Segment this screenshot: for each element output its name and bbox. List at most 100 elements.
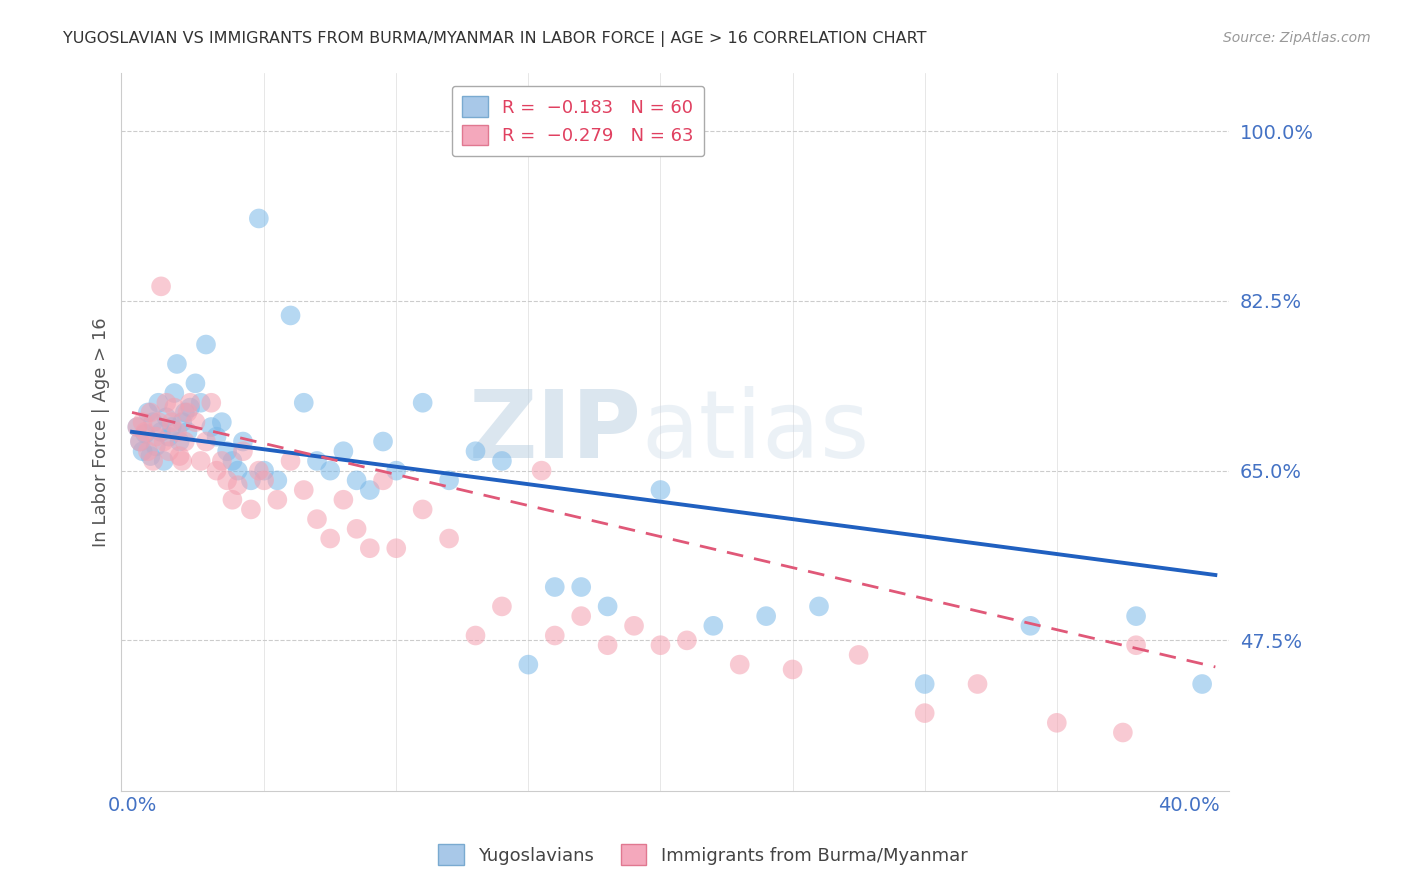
Point (129, 434, 152, 449)
Point (437, 532, 460, 546)
Point (176, 425, 198, 439)
Point (152, 454, 174, 468)
Point (166, 425, 188, 439)
Point (247, 464, 270, 478)
Point (172, 454, 194, 468)
Point (1046, 715, 1069, 730)
Point (145, 430, 167, 444)
Point (129, 434, 152, 449)
Point (305, 512, 328, 526)
Point (650, 638, 672, 652)
Point (169, 434, 191, 449)
Point (544, 628, 567, 642)
Point (596, 599, 619, 614)
Point (148, 396, 170, 410)
Point (966, 677, 988, 691)
Point (332, 444, 354, 458)
Text: YUGOSLAVIAN VS IMMIGRANTS FROM BURMA/MYANMAR IN LABOR FORCE | AGE > 16 CORRELATI: YUGOSLAVIAN VS IMMIGRANTS FROM BURMA/MYA… (63, 31, 927, 47)
Y-axis label: In Labor Force | Age > 16: In Labor Force | Age > 16 (93, 317, 110, 547)
Point (371, 473, 394, 487)
Point (205, 464, 228, 478)
Point (160, 420, 183, 434)
Point (211, 454, 233, 468)
Point (266, 492, 288, 507)
Point (1112, 725, 1135, 739)
Point (371, 434, 394, 449)
Point (226, 464, 249, 478)
Point (464, 444, 486, 458)
Point (157, 444, 180, 458)
Point (676, 633, 699, 648)
Point (1125, 609, 1147, 624)
Point (1125, 638, 1147, 652)
Point (491, 599, 513, 614)
Point (385, 541, 408, 556)
Point (179, 396, 201, 410)
Point (914, 706, 936, 720)
Point (755, 609, 778, 624)
Point (190, 396, 212, 410)
Legend: Yugoslavians, Immigrants from Burma/Myanmar: Yugoslavians, Immigrants from Burma/Myan… (432, 837, 974, 872)
Point (650, 483, 672, 497)
Point (150, 279, 173, 293)
Point (195, 337, 218, 351)
Point (346, 522, 368, 536)
Point (544, 580, 567, 594)
Text: Source: ZipAtlas.com: Source: ZipAtlas.com (1223, 31, 1371, 45)
Point (134, 425, 156, 439)
Point (280, 309, 302, 323)
Point (385, 464, 408, 478)
Point (1191, 677, 1213, 691)
Point (782, 663, 804, 677)
Point (127, 420, 149, 434)
Point (200, 420, 222, 434)
Point (139, 405, 162, 419)
Point (491, 454, 513, 468)
Point (437, 473, 460, 487)
Point (148, 415, 170, 429)
Point (163, 401, 186, 415)
Point (131, 444, 153, 458)
Point (184, 415, 207, 429)
Point (569, 580, 592, 594)
Point (226, 478, 249, 492)
Point (253, 473, 276, 487)
Point (145, 439, 167, 453)
Point (217, 444, 239, 458)
Point (232, 434, 254, 449)
Point (239, 502, 262, 516)
Point (157, 430, 180, 444)
Point (412, 502, 434, 516)
Point (217, 473, 239, 487)
Point (195, 434, 218, 449)
Point (190, 454, 212, 468)
Point (176, 405, 198, 419)
Point (173, 405, 195, 419)
Point (150, 425, 173, 439)
Point (200, 396, 222, 410)
Point (134, 426, 156, 441)
Point (173, 434, 195, 449)
Text: atias: atias (641, 386, 870, 478)
Point (914, 677, 936, 691)
Point (142, 415, 165, 429)
Point (253, 464, 276, 478)
Point (702, 619, 724, 633)
Point (623, 619, 645, 633)
Point (569, 609, 592, 624)
Point (127, 420, 149, 434)
Point (155, 410, 177, 425)
Point (131, 415, 153, 429)
Point (221, 492, 243, 507)
Point (292, 483, 315, 497)
Point (179, 401, 201, 415)
Point (221, 454, 243, 468)
Point (205, 430, 228, 444)
Point (319, 532, 342, 546)
Legend: R =  −0.183   N = 60, R =  −0.279   N = 63: R = −0.183 N = 60, R = −0.279 N = 63 (451, 86, 704, 156)
Point (464, 628, 486, 642)
Point (266, 473, 288, 487)
Point (155, 396, 177, 410)
Point (160, 415, 183, 429)
Point (247, 211, 270, 226)
